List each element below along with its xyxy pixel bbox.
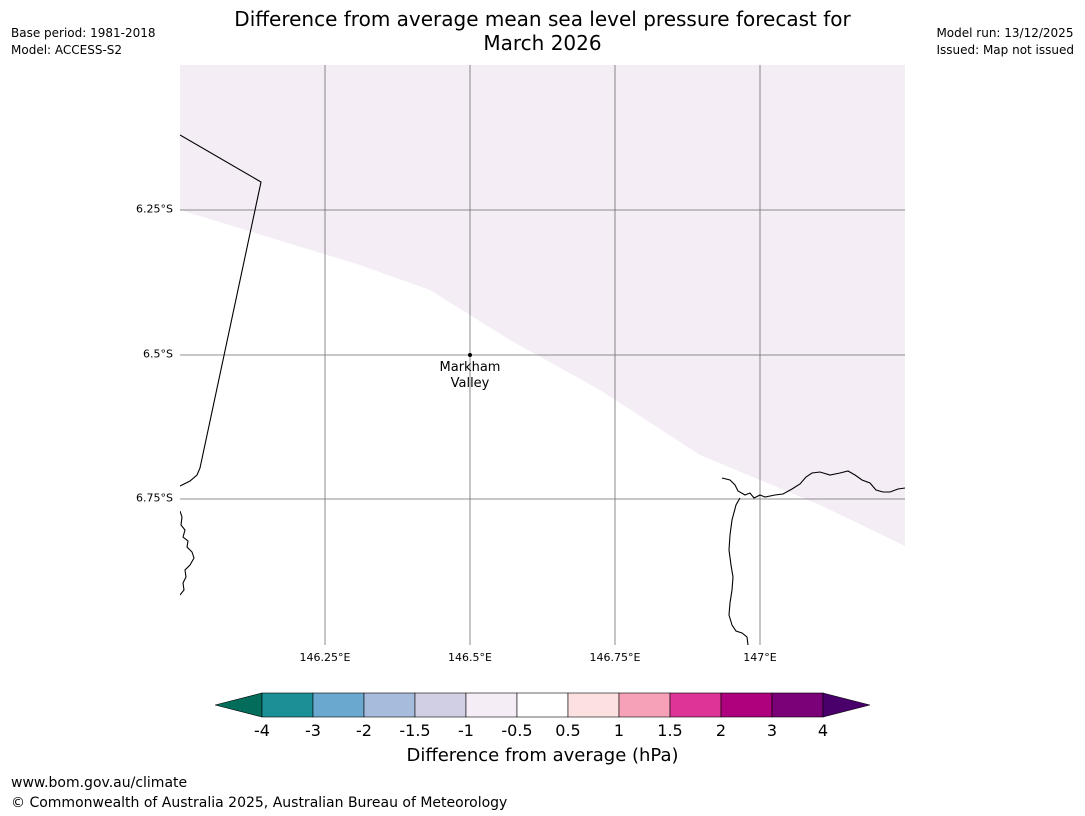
colorbar-tick-label: -4 — [254, 721, 270, 740]
place-name-line-2: Valley — [450, 376, 490, 391]
coastline-east — [721, 470, 905, 499]
base-period: Base period: 1981-2018 — [11, 26, 156, 40]
lat-label-6-5: 6.5°S — [143, 347, 173, 361]
colorbar-tick-label: -1.5 — [399, 721, 431, 740]
colorbar-tick-label: -1 — [458, 721, 474, 740]
place-label-markham-valley: Markham Valley — [440, 360, 501, 392]
title-line-2: March 2026 — [483, 31, 602, 55]
footer-url[interactable]: www.bom.gov.au/climate — [11, 775, 188, 791]
issued-status: Issued: Map not issued — [936, 43, 1074, 57]
place-name-line-1: Markham — [439, 360, 501, 375]
lat-label-6-75: 6.75°S — [136, 491, 173, 505]
colorbar — [215, 692, 870, 718]
colorbar-box-11 — [771, 692, 824, 718]
lon-label-146-25: 146.25°E — [299, 651, 351, 664]
colorbar-tick-label: 1 — [613, 721, 625, 740]
colorbar-box-2 — [312, 692, 365, 718]
lon-label-147: 147°E — [743, 651, 777, 664]
map-title: Difference from average mean sea level p… — [180, 7, 905, 55]
pressure-anomaly-shading — [180, 65, 905, 546]
coastline — [180, 134, 905, 645]
colorbar-box-3 — [363, 692, 416, 718]
colorbar-tick-label: 2 — [715, 721, 727, 740]
colorbar-tick-label: 4 — [817, 721, 829, 740]
footer-copyright: © Commonwealth of Australia 2025, Austra… — [11, 795, 508, 811]
model-name: Model: ACCESS-S2 — [11, 43, 123, 57]
colorbar-tick-label: -3 — [305, 721, 321, 740]
colorbar-tick-label: 3 — [766, 721, 778, 740]
colorbar-box-6 — [516, 692, 569, 718]
lat-label-6-25: 6.25°S — [136, 202, 173, 216]
colorbar-box-7 — [567, 692, 620, 718]
colorbar-tick-label: -0.5 — [501, 721, 533, 740]
colorbar-box-4 — [414, 692, 467, 718]
lon-label-146-75: 146.75°E — [589, 651, 641, 664]
colorbar-extend-low — [215, 692, 263, 718]
colorbar-tick-label: -2 — [356, 721, 372, 740]
map-canvas — [180, 65, 905, 645]
colorbar-tick-label: 0.5 — [555, 721, 581, 740]
colorbar-extend-high — [822, 692, 870, 718]
meta-left: Base period: 1981-2018 Model: ACCESS-S2 — [11, 25, 156, 59]
colorbar-box-1 — [261, 692, 314, 718]
colorbar-box-5 — [465, 692, 518, 718]
meta-right: Model run: 13/12/2025 Issued: Map not is… — [936, 25, 1074, 59]
colorbar-box-10 — [720, 692, 773, 718]
markham-valley-marker — [468, 353, 472, 357]
colorbar-title: Difference from average (hPa) — [406, 745, 679, 766]
title-line-1: Difference from average mean sea level p… — [234, 7, 851, 31]
colorbar-tick-label: 1.5 — [657, 721, 683, 740]
coastline-east-lower — [728, 497, 749, 645]
coastline-west-lower — [180, 510, 195, 596]
lon-label-146-5: 146.5°E — [448, 651, 492, 664]
model-run: Model run: 13/12/2025 — [936, 26, 1074, 40]
colorbar-box-8 — [618, 692, 671, 718]
coastline-west-boundary — [180, 134, 262, 487]
colorbar-box-9 — [669, 692, 722, 718]
colorbar-boxes — [261, 692, 824, 718]
